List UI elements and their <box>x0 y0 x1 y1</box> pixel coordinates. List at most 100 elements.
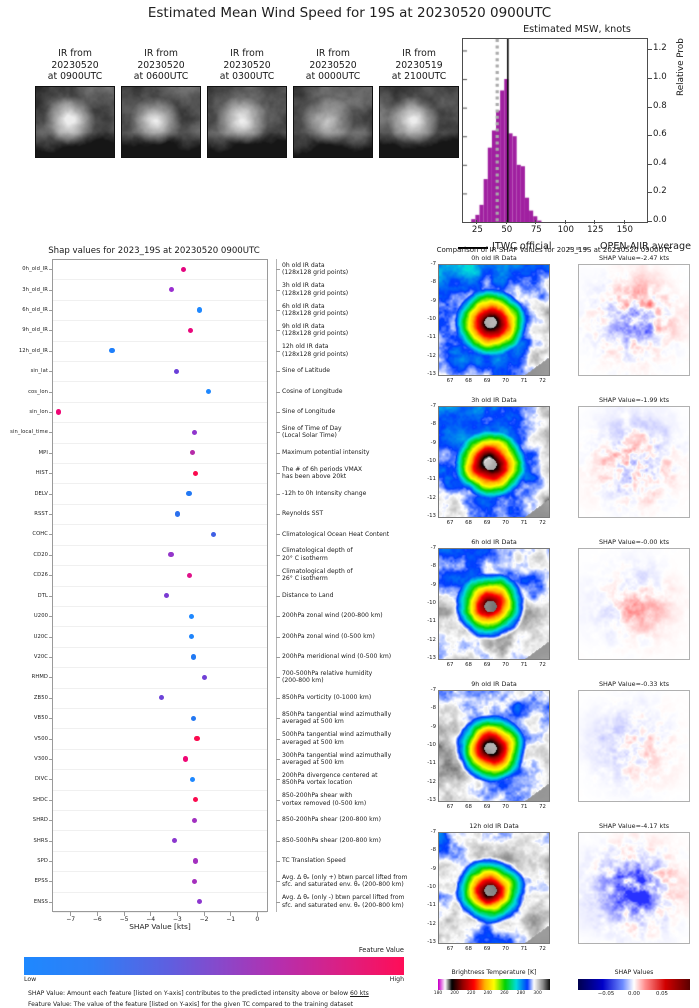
shap-point[interactable] <box>196 899 203 905</box>
ir-map-y-tick: -8 <box>430 705 436 712</box>
comparison-row-2: 6h old IR Data SHAP Value=-0.00 kts -7 -8 -9… <box>410 538 699 672</box>
ir-brightness-map[interactable] <box>438 548 550 660</box>
ir-map-y-tick: -12 <box>427 778 436 785</box>
shap-point[interactable] <box>168 552 174 558</box>
shap-gridline <box>53 809 267 811</box>
shap-point[interactable] <box>186 491 192 497</box>
shap-point[interactable] <box>163 593 169 599</box>
shap-desc-tick <box>276 554 280 556</box>
jtwc-legend-label: JTWC official <box>492 241 552 252</box>
shap-desc-tick <box>276 718 280 720</box>
shap-gridline <box>53 422 267 424</box>
ir-map-y-tick: -13 <box>427 370 436 377</box>
ir-map-x-tick: 67 <box>446 662 454 668</box>
ir-map-y-tick: -9 <box>430 723 436 730</box>
shap-point[interactable] <box>190 776 196 782</box>
shap-feature-description: 850-500hPa shear (200-800 km) <box>282 836 381 844</box>
ir-map-x-tick: 72 <box>539 946 546 952</box>
histogram-legend: JTWC official OPEN-AIIR average <box>456 240 696 256</box>
ir-brightness-map[interactable] <box>438 264 550 376</box>
histogram-x-tick: 125 <box>582 220 608 235</box>
comparison-row-4: 12h old IR Data SHAP Value=-4.17 kts -7 -8 -… <box>410 822 699 956</box>
shap-feature-description: Reynolds SST <box>282 510 324 518</box>
ir-map-x-tick: 68 <box>465 946 472 952</box>
shap-point[interactable] <box>192 858 199 864</box>
ir-map-x-tick: 72 <box>539 520 546 526</box>
ir-map-x-tick: 69 <box>483 378 491 384</box>
shap-point[interactable] <box>168 287 174 293</box>
shap-feature-description: 200hPa zonal wind (200-800 km) <box>282 612 383 620</box>
shap-desc-tick <box>276 452 280 454</box>
ir-map-y-tick: -10 <box>427 883 436 890</box>
shap-x-tick: −4 <box>141 912 161 923</box>
shap-panel-label: SHAP Value=-2.47 kts <box>598 254 670 262</box>
shap-point[interactable] <box>182 756 188 762</box>
shap-point[interactable] <box>159 695 165 701</box>
histogram-x-tick: 75 <box>523 220 549 235</box>
shap-y-tick <box>49 473 52 475</box>
ir-map-x-tick: 71 <box>520 378 528 384</box>
ir-shap-map[interactable] <box>578 264 690 376</box>
shap-gridline <box>53 830 267 832</box>
shap-point[interactable] <box>189 613 195 619</box>
shap-point[interactable] <box>187 327 193 333</box>
shap-point[interactable] <box>191 817 197 823</box>
shap-desc-tick <box>276 412 280 414</box>
shap-feature-name: 0h_old_IR <box>22 266 48 273</box>
ir-shap-map[interactable] <box>578 832 690 944</box>
shap-desc-tick <box>276 616 280 618</box>
shap-point[interactable] <box>56 409 62 415</box>
ir-thumbnail-image <box>207 85 287 158</box>
shap-point[interactable] <box>192 470 199 476</box>
shap-y-tick <box>49 656 52 658</box>
shap-gridline <box>53 524 267 526</box>
ir-shap-map[interactable] <box>578 548 690 660</box>
ir-map-x-tick: 68 <box>465 804 472 810</box>
brightness-temperature-colorbar <box>438 979 550 990</box>
shap-gridline <box>53 340 267 342</box>
shap-feature-description: The # of 6h periods VMAX has been above … <box>282 465 363 481</box>
ir-thumbnail-caption: IR from 20230519 at 2100UTC <box>391 48 447 82</box>
shap-gridline <box>53 728 267 730</box>
shap-point[interactable] <box>205 389 212 395</box>
shap-point[interactable] <box>180 266 186 272</box>
shap-desc-tick <box>276 350 280 352</box>
shap-desc-tick <box>276 656 280 658</box>
ir-panel-label: 3h old IR Data <box>471 396 517 404</box>
ir-map-x-tick: 71 <box>520 520 528 526</box>
shap-point[interactable] <box>188 633 194 640</box>
shap-feature-description: 500hPa tangential wind azimuthally avera… <box>282 731 392 746</box>
ir-brightness-map[interactable] <box>438 832 550 944</box>
shap-point[interactable] <box>191 429 197 436</box>
ir-map-x-tick: 71 <box>520 662 528 668</box>
histogram-title: Estimated MSW, knots <box>523 24 631 35</box>
shap-point[interactable] <box>211 531 217 538</box>
shap-point[interactable] <box>174 511 180 517</box>
shap-point[interactable] <box>192 797 198 803</box>
ir-shap-map[interactable] <box>578 690 690 802</box>
shap-feature-name: V300 <box>34 755 48 762</box>
shap-point[interactable] <box>186 572 192 578</box>
ir-brightness-map[interactable] <box>438 690 550 802</box>
shap-y-tick <box>49 718 52 720</box>
shap-point[interactable] <box>196 307 203 313</box>
shap-point[interactable] <box>171 837 177 844</box>
ir-shap-map[interactable] <box>578 406 690 518</box>
shap-y-tick <box>49 452 52 454</box>
shap-feature-description: Climatological depth of 20° C isotherm <box>282 547 353 562</box>
ir-brightness-map[interactable] <box>438 406 550 518</box>
ir-map-y-tick: -12 <box>427 494 436 501</box>
shap-point[interactable] <box>194 735 200 742</box>
shap-desc-tick <box>276 534 280 536</box>
shap-point[interactable] <box>190 654 196 660</box>
shap-point[interactable] <box>109 348 115 354</box>
shap-feature-description: 9h old IR data (128x128 grid points) <box>282 323 349 338</box>
shap-point[interactable] <box>191 715 197 721</box>
bt-colorbar-tick: 200 <box>450 991 459 996</box>
shap-point[interactable] <box>191 878 197 884</box>
shap-point[interactable] <box>173 368 180 374</box>
ir-panel-label: 6h old IR Data <box>471 538 517 546</box>
footnote-link[interactable]: 60 kts <box>350 990 369 997</box>
shap-point[interactable] <box>201 674 207 680</box>
shap-point[interactable] <box>190 450 196 456</box>
